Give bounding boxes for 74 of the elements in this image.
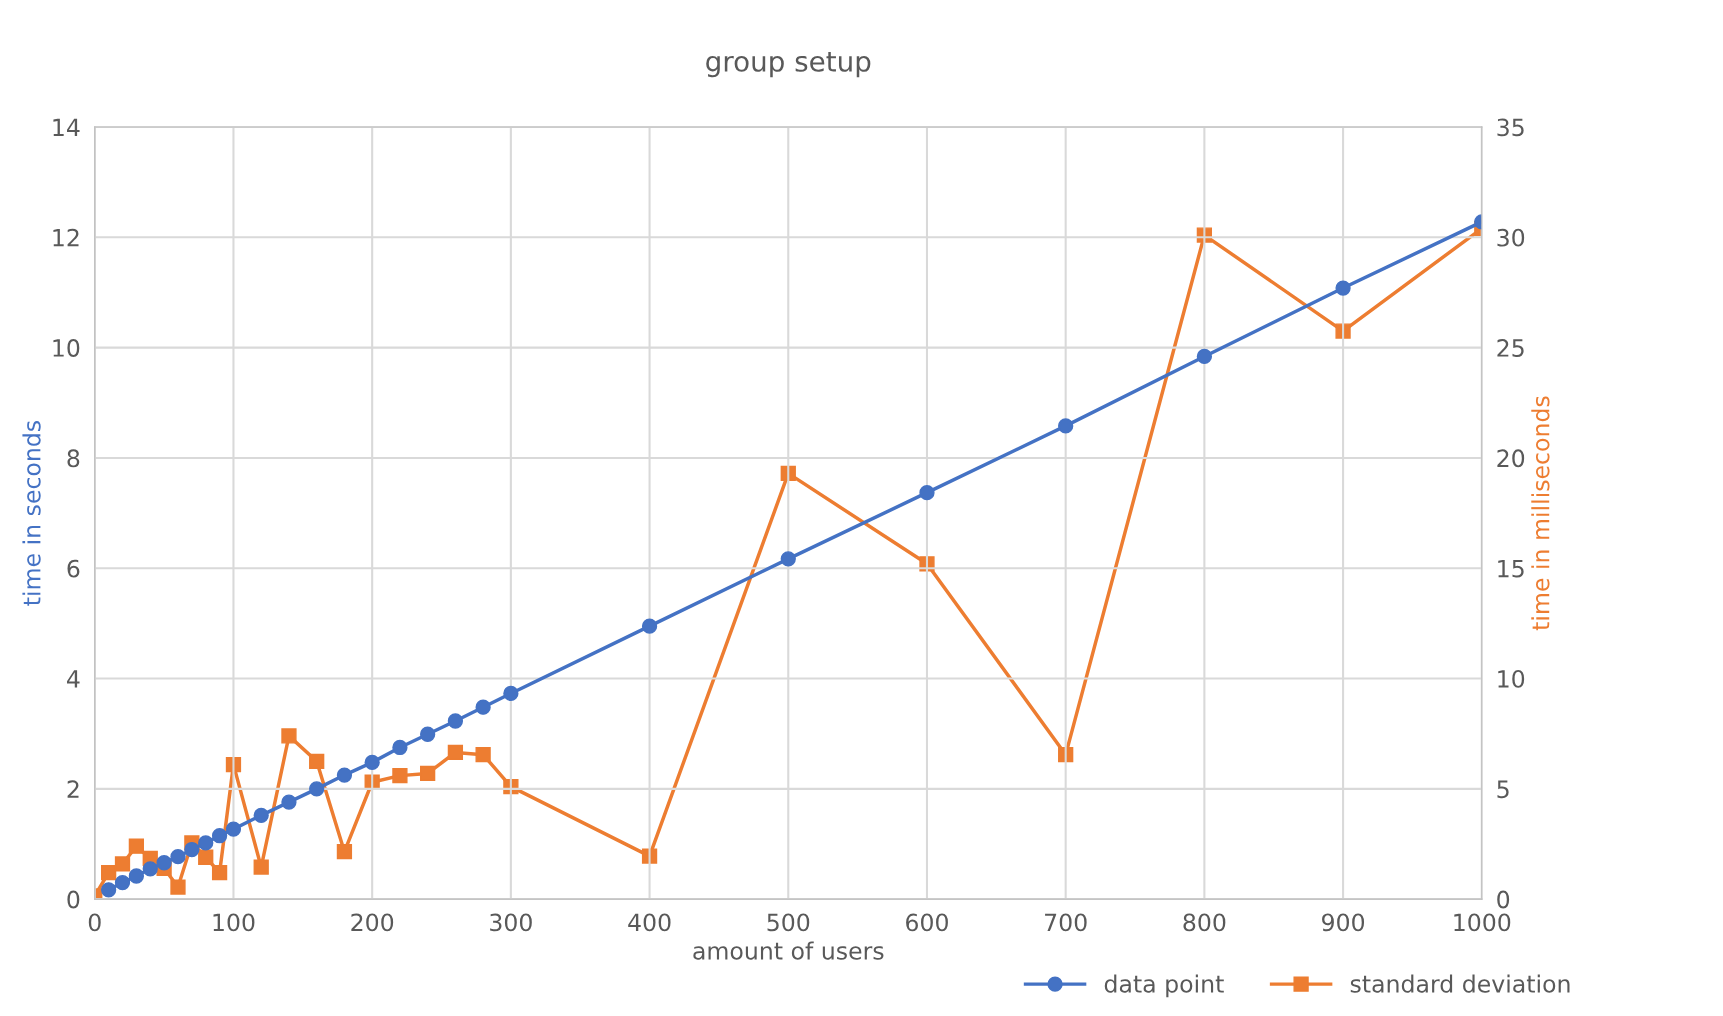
y-tick-label: 4 — [67, 670, 80, 688]
point — [420, 765, 436, 782]
point — [225, 821, 242, 837]
point — [128, 868, 145, 884]
point — [211, 828, 228, 844]
x-tick-label: 200 — [351, 913, 394, 932]
y2-tick-label: 25 — [1497, 339, 1524, 357]
point — [1058, 418, 1074, 434]
y-tick-label: 2 — [67, 780, 79, 798]
point — [919, 485, 935, 501]
point — [114, 874, 131, 891]
x-tick-label: 600 — [906, 913, 948, 932]
y2-tick-label: 15 — [1498, 559, 1524, 578]
y-tick-label: 10 — [53, 339, 80, 357]
y-tick-label: 14 — [53, 118, 80, 136]
y2-axis-title: time in milliseconds — [1531, 396, 1550, 631]
y2-tick-label: 20 — [1497, 449, 1525, 468]
point — [475, 699, 491, 715]
point — [281, 728, 297, 744]
point — [142, 861, 158, 877]
point — [780, 551, 796, 567]
point — [503, 685, 519, 702]
point — [309, 781, 325, 797]
point — [641, 618, 658, 634]
chart-title: group setup — [706, 51, 871, 78]
point — [211, 865, 228, 881]
y2-tick-label: 35 — [1497, 118, 1524, 137]
point — [475, 747, 491, 763]
point — [253, 859, 269, 875]
point — [447, 744, 464, 761]
point — [1335, 323, 1351, 339]
point — [198, 849, 214, 865]
point — [281, 794, 297, 810]
point — [156, 855, 172, 871]
point — [100, 882, 117, 898]
x-tick-label: 100 — [213, 913, 255, 932]
y2-tick-label: 30 — [1497, 228, 1525, 247]
y-tick-label: 8 — [67, 449, 80, 468]
point — [364, 754, 380, 771]
point — [392, 767, 408, 784]
y2-tick-label: 10 — [1498, 669, 1525, 688]
point — [253, 807, 269, 823]
x-tick-label: 0 — [88, 913, 101, 932]
point — [336, 767, 353, 783]
point — [309, 753, 325, 769]
point — [114, 856, 131, 872]
y-axis-title: time in seconds — [22, 421, 41, 606]
x-tick-label: 400 — [628, 913, 671, 932]
y-tick-label: 0 — [67, 890, 80, 909]
x-tick-label: 1000 — [1454, 913, 1511, 932]
y-tick-label: 6 — [67, 559, 80, 578]
x-tick-label: 300 — [490, 913, 532, 932]
point — [1335, 280, 1351, 296]
y-tick-label: 12 — [53, 228, 79, 247]
point — [1196, 348, 1213, 365]
point — [184, 841, 200, 858]
point — [170, 879, 186, 895]
legend-label: data point — [1104, 974, 1224, 998]
x-tick-label: 900 — [1322, 913, 1365, 932]
point — [170, 849, 186, 865]
x-tick-label: 700 — [1045, 913, 1087, 932]
point — [420, 726, 436, 742]
x-axis-title: amount of users — [693, 941, 884, 960]
point — [100, 865, 117, 881]
point — [198, 835, 214, 851]
y2-tick-label: 5 — [1497, 780, 1509, 799]
y2-tick-label: 0 — [1497, 890, 1510, 909]
x-tick-label: 500 — [767, 913, 810, 932]
point — [336, 844, 353, 860]
point — [447, 713, 464, 729]
legend-label: standard deviation — [1350, 974, 1570, 993]
point — [128, 838, 145, 854]
x-tick-label: 800 — [1183, 913, 1226, 932]
point — [392, 739, 408, 756]
